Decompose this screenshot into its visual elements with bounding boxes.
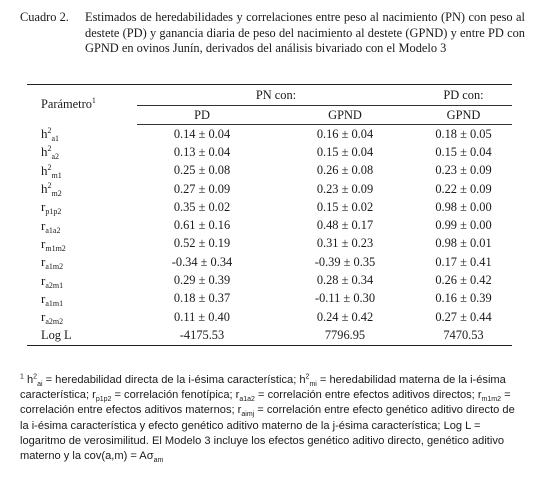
value-pn-gpnd: 0.26 ± 0.08 — [316, 163, 374, 178]
table-row: rm1m2 0.52 ± 0.19 0.31 ± 0.23 0.98 ± 0.01 — [27, 235, 512, 253]
param-symbol: h2m1 — [41, 162, 62, 180]
value-pd-gpnd: 0.98 ± 0.01 — [435, 236, 492, 251]
table-row: h2a2 0.13 ± 0.04 0.15 ± 0.04 0.15 ± 0.04 — [27, 143, 512, 161]
value-pn-gpnd: 0.15 ± 0.04 — [316, 144, 374, 159]
loglik-pn-gpnd: 7796.95 — [275, 326, 415, 347]
subheader-pd: PD — [137, 105, 267, 125]
param-symbol: ra2m2 — [41, 309, 64, 327]
value-pn-gpnd: -0.11 ± 0.30 — [314, 291, 376, 306]
value-pn-gpnd: 0.28 ± 0.34 — [316, 273, 374, 288]
value-pd-gpnd: 0.17 ± 0.41 — [435, 254, 492, 269]
loglik-row: Log L -4175.53 7796.95 7470.53 — [27, 326, 512, 347]
value-pd-gpnd: 0.16 ± 0.39 — [435, 291, 492, 306]
table-row: ra1m2 -0.34 ± 0.34 -0.39 ± 0.35 0.17 ± 0.41 — [27, 253, 512, 271]
footnote: 1 h2ai = heredabilidad directa de la i-é… — [20, 373, 515, 465]
value-pd-gpnd: 0.27 ± 0.44 — [435, 309, 492, 324]
table-row: h2m2 0.27 ± 0.09 0.23 ± 0.09 0.22 ± 0.09 — [27, 180, 512, 198]
table-row: ra2m1 0.29 ± 0.39 0.28 ± 0.34 0.26 ± 0.42 — [27, 271, 512, 290]
value-pn-gpnd: -0.39 ± 0.35 — [314, 254, 376, 269]
table-body: h2a1 0.14 ± 0.04 0.16 ± 0.04 0.18 ± 0.05 h2a… — [27, 125, 512, 347]
value-pn-pd: 0.11 ± 0.40 — [174, 309, 230, 324]
param-symbol: rm1m2 — [41, 235, 66, 253]
value-pn-pd: 0.52 ± 0.19 — [173, 236, 231, 251]
table-row: h2a1 0.14 ± 0.04 0.16 ± 0.04 0.18 ± 0.05 — [27, 125, 512, 144]
value-pn-gpnd: 0.16 ± 0.04 — [316, 126, 374, 141]
param-symbol: h2a1 — [41, 125, 60, 143]
value-pd-gpnd: 0.22 ± 0.09 — [435, 181, 492, 196]
value-pd-gpnd: 0.98 ± 0.00 — [435, 199, 492, 214]
value-pd-gpnd: 0.26 ± 0.42 — [435, 273, 492, 288]
loglik-label: Log L — [27, 326, 137, 347]
param-symbol: ra2m1 — [41, 272, 64, 290]
value-pn-gpnd: 0.24 ± 0.42 — [316, 309, 374, 324]
table-row: rp1p2 0.35 ± 0.02 0.15 ± 0.02 0.98 ± 0.00 — [27, 198, 512, 216]
group-header-pn: PN con: — [137, 84, 415, 106]
table-caption: Cuadro 2. Estimados de heredabilidades y… — [20, 10, 525, 57]
value-pd-gpnd: 0.15 ± 0.04 — [435, 144, 492, 159]
value-pn-pd: -0.34 ± 0.34 — [171, 254, 233, 269]
table-row: ra1m1 0.18 ± 0.37 -0.11 ± 0.30 0.16 ± 0.39 — [27, 290, 512, 308]
value-pn-pd: 0.13 ± 0.04 — [173, 144, 231, 159]
param-header: Parámetro1 — [41, 96, 96, 112]
results-table: Parámetro1 PN con: PD con: PD GPND GPND … — [27, 84, 512, 347]
value-pd-gpnd: 0.18 ± 0.05 — [435, 126, 492, 141]
param-symbol: h2m2 — [41, 181, 62, 199]
param-symbol: h2a2 — [41, 144, 60, 162]
loglik-pn-pd: -4175.53 — [137, 326, 267, 347]
value-pn-pd: 0.35 ± 0.02 — [173, 199, 231, 214]
value-pd-gpnd: 0.23 ± 0.09 — [435, 163, 492, 178]
value-pn-pd: 0.14 ± 0.04 — [173, 126, 231, 141]
table-row: h2m1 0.25 ± 0.08 0.26 ± 0.08 0.23 ± 0.09 — [27, 162, 512, 180]
param-symbol: ra1m2 — [41, 254, 64, 272]
group-header-pd: PD con: — [415, 84, 512, 106]
value-pn-gpnd: 0.23 ± 0.09 — [316, 181, 374, 196]
caption-label: Cuadro 2. — [20, 10, 69, 24]
caption-text: Estimados de heredabilidades y correlaci… — [85, 10, 525, 56]
table-row: ra1a2 0.61 ± 0.16 0.48 ± 0.17 0.99 ± 0.00 — [27, 216, 512, 235]
value-pd-gpnd: 0.99 ± 0.00 — [435, 218, 492, 233]
value-pn-gpnd: 0.15 ± 0.02 — [316, 199, 374, 214]
value-pn-gpnd: 0.48 ± 0.17 — [316, 218, 374, 233]
value-pn-gpnd: 0.31 ± 0.23 — [316, 236, 374, 251]
param-symbol: ra1m1 — [41, 290, 64, 308]
value-pn-pd: 0.29 ± 0.39 — [173, 273, 231, 288]
param-symbol: ra1a2 — [41, 217, 61, 235]
subheader-gpnd-1: GPND — [275, 105, 415, 125]
value-pn-pd: 0.61 ± 0.16 — [173, 218, 231, 233]
value-pn-pd: 0.25 ± 0.08 — [173, 163, 231, 178]
value-pn-pd: 0.18 ± 0.37 — [173, 291, 231, 306]
subheader-gap — [267, 105, 275, 125]
subheader-gpnd-2: GPND — [415, 105, 512, 125]
param-symbol: rp1p2 — [41, 199, 62, 217]
loglik-pd-gpnd: 7470.53 — [415, 326, 512, 347]
table-row: ra2m2 0.11 ± 0.40 0.24 ± 0.42 0.27 ± 0.44 — [27, 308, 512, 326]
value-pn-pd: 0.27 ± 0.09 — [173, 181, 231, 196]
